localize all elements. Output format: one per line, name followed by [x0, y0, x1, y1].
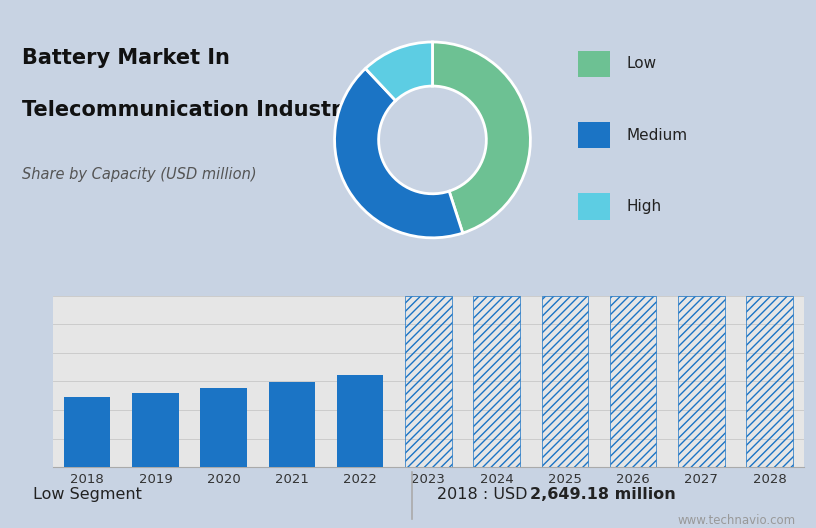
Text: 2,649.18 million: 2,649.18 million — [530, 487, 676, 502]
Text: Share by Capacity (USD million): Share by Capacity (USD million) — [22, 167, 257, 182]
Text: 2018 : USD: 2018 : USD — [437, 487, 532, 502]
Bar — [132, 393, 179, 467]
Bar — [473, 296, 520, 467]
Bar — [542, 296, 588, 467]
Text: High: High — [626, 199, 661, 214]
Bar — [268, 382, 315, 467]
Bar — [406, 296, 451, 467]
Bar — [337, 375, 384, 467]
FancyBboxPatch shape — [578, 193, 610, 220]
Bar — [678, 296, 725, 467]
Bar — [201, 388, 247, 467]
Wedge shape — [432, 42, 530, 233]
FancyBboxPatch shape — [578, 122, 610, 148]
Text: Battery Market In: Battery Market In — [22, 49, 230, 69]
Bar — [747, 296, 793, 467]
Text: www.technavio.com: www.technavio.com — [677, 514, 796, 527]
Text: Telecommunication Industry: Telecommunication Industry — [22, 100, 355, 120]
Wedge shape — [366, 42, 432, 101]
Text: Medium: Medium — [626, 128, 687, 143]
Text: Low: Low — [626, 56, 656, 71]
Bar — [610, 296, 656, 467]
Text: Low Segment: Low Segment — [33, 487, 141, 502]
Bar — [64, 398, 110, 467]
FancyBboxPatch shape — [578, 51, 610, 77]
Wedge shape — [335, 69, 463, 238]
